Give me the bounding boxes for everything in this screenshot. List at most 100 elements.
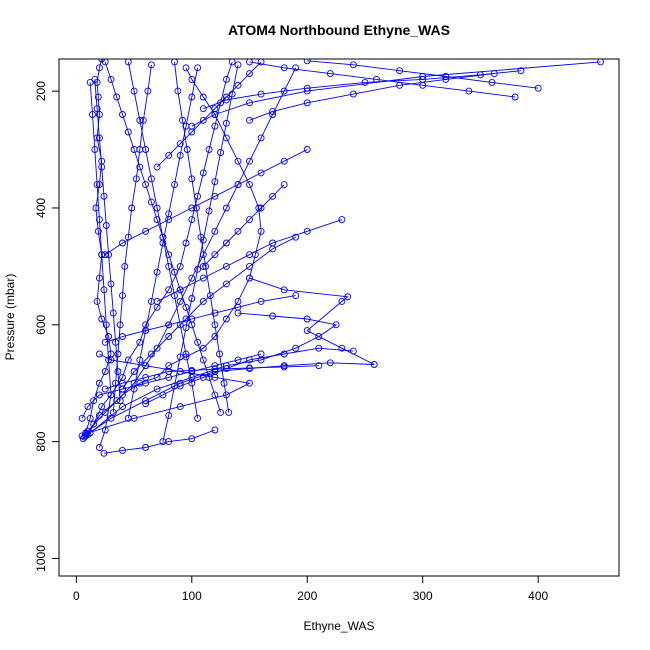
data-point xyxy=(107,356,115,364)
data-point xyxy=(165,262,173,270)
data-point xyxy=(222,365,230,373)
data-point xyxy=(246,364,253,372)
data-point xyxy=(188,295,196,302)
data-point xyxy=(257,204,265,212)
data-point xyxy=(188,379,196,387)
data-point xyxy=(246,262,253,270)
series-line-10 xyxy=(203,70,521,110)
series-line-24 xyxy=(127,67,199,419)
data-point xyxy=(211,333,219,340)
data-point xyxy=(257,59,265,66)
data-point xyxy=(211,365,219,373)
data-point xyxy=(303,99,311,107)
data-point xyxy=(199,116,207,124)
data-point xyxy=(234,81,242,89)
data-point xyxy=(246,181,253,189)
data-point xyxy=(234,157,242,165)
data-point xyxy=(101,59,109,66)
data-point xyxy=(147,61,155,69)
data-point xyxy=(98,403,106,411)
series-line-12 xyxy=(156,219,343,302)
data-point xyxy=(95,444,103,451)
x-axis: 0 100 200 300 400 xyxy=(73,575,549,603)
data-point xyxy=(144,87,152,95)
series-line-13 xyxy=(104,149,308,256)
data-point xyxy=(119,385,126,393)
data-point xyxy=(246,274,253,282)
data-point xyxy=(222,119,230,127)
data-point xyxy=(165,321,173,329)
data-point xyxy=(165,151,173,159)
data-point xyxy=(194,338,202,346)
series-line-9 xyxy=(249,61,516,98)
data-point xyxy=(182,315,190,323)
data-point xyxy=(142,227,150,235)
data-point xyxy=(95,274,103,282)
data-point xyxy=(89,111,96,118)
data-point xyxy=(176,353,184,361)
data-point xyxy=(465,87,473,95)
data-point xyxy=(90,420,98,428)
series-line-28 xyxy=(103,429,216,454)
data-point xyxy=(199,297,207,305)
data-point xyxy=(182,239,190,247)
data-point xyxy=(188,216,196,224)
data-point xyxy=(179,116,186,124)
data-point xyxy=(222,239,230,247)
data-point xyxy=(100,192,108,200)
x-tick-label: 0 xyxy=(73,589,80,603)
data-point xyxy=(176,286,184,294)
data-point xyxy=(192,204,200,212)
data-point xyxy=(211,105,219,113)
data-point xyxy=(338,344,346,352)
data-point xyxy=(95,379,103,387)
data-point xyxy=(105,356,113,364)
data-point xyxy=(517,67,525,75)
data-point xyxy=(116,321,124,329)
data-point xyxy=(255,204,263,212)
data-point xyxy=(101,338,109,346)
data-point xyxy=(257,90,265,98)
data-point xyxy=(176,151,184,159)
data-point xyxy=(188,435,196,443)
data-point xyxy=(269,108,277,116)
data-point xyxy=(94,227,102,235)
series-line-7 xyxy=(191,61,601,127)
series-line-26 xyxy=(94,79,121,401)
data-point xyxy=(246,216,253,224)
data-point xyxy=(205,373,213,381)
data-point xyxy=(188,204,196,212)
data-point xyxy=(136,163,144,171)
series-line-15 xyxy=(105,365,319,390)
data-point xyxy=(147,175,155,183)
data-point xyxy=(211,309,219,317)
plot-area xyxy=(78,59,604,457)
data-point xyxy=(349,90,357,98)
data-point xyxy=(124,59,132,66)
x-tick-label: 100 xyxy=(182,589,202,603)
data-point xyxy=(199,169,207,177)
data-point xyxy=(176,140,184,148)
data-point xyxy=(182,350,190,358)
data-point xyxy=(113,397,121,405)
data-point xyxy=(101,368,109,375)
data-point xyxy=(105,251,113,259)
data-point xyxy=(338,297,346,305)
data-point xyxy=(119,446,126,454)
data-point xyxy=(225,408,233,416)
data-point xyxy=(205,207,213,215)
data-point xyxy=(165,411,173,419)
data-point xyxy=(338,216,346,224)
data-point xyxy=(280,286,288,294)
y-axis-label: Pressure (mbar) xyxy=(3,274,17,361)
data-point xyxy=(109,309,117,317)
data-point xyxy=(199,236,207,244)
data-point xyxy=(326,359,334,367)
data-point xyxy=(188,368,196,375)
data-point xyxy=(332,321,340,329)
data-point xyxy=(361,78,369,86)
data-point xyxy=(303,315,311,323)
data-point xyxy=(217,149,225,156)
series-line-16 xyxy=(122,236,296,390)
